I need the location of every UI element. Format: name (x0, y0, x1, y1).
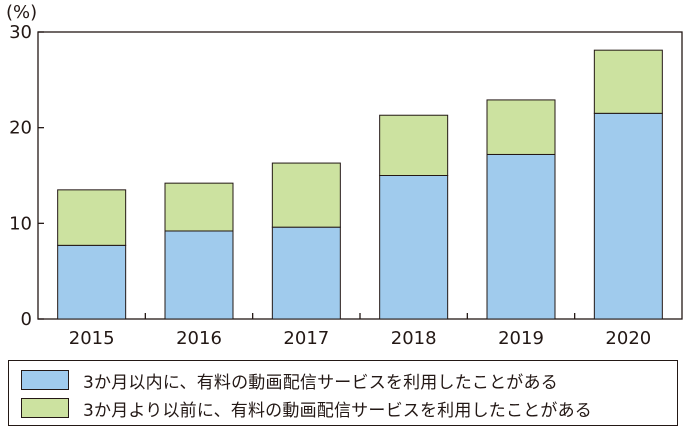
bar-segment-series-2 (593, 49, 663, 114)
x-tick-label: 2018 (391, 328, 437, 349)
bar-segment-series-1 (271, 226, 341, 320)
plot-frame (37, 31, 683, 320)
bar-segment-series-2 (486, 99, 556, 155)
bar-segment-series-1 (379, 175, 449, 320)
legend: 3か月以内に、有料の動画配信サービスを利用したことがある 3か月より以前に、有料… (8, 360, 678, 426)
x-tick-label: 2019 (498, 328, 544, 349)
y-tick-label: 10 (9, 213, 32, 234)
x-tick-label: 2016 (176, 328, 222, 349)
bar-segment-series-2 (271, 162, 341, 228)
chart: (%) 0 10 20 30 2015 2016 2017 2018 2019 2020 (6, 2, 683, 349)
bar-segment-series-2 (57, 189, 127, 246)
x-tick-label: 2015 (69, 328, 115, 349)
y-tick-label: 30 (9, 22, 32, 43)
y-tick-label: 0 (21, 309, 32, 330)
bar-segment-series-1 (164, 230, 234, 320)
y-unit-label: (%) (6, 2, 37, 23)
x-tick-label: 2017 (283, 328, 329, 349)
bar-segment-series-2 (379, 114, 449, 177)
x-tick-label: 2020 (605, 328, 651, 349)
y-tick-label: 20 (9, 118, 32, 139)
legend-item-before-3-months: 3か月より以前に、有料の動画配信サービスを利用したことがある (21, 397, 592, 421)
bar-segment-series-1 (593, 112, 663, 320)
plot-area: 0 10 20 30 2015 2016 2017 2018 2019 2020 (9, 22, 683, 349)
legend-item-within-3-months: 3か月以内に、有料の動画配信サービスを利用したことがある (21, 369, 558, 393)
legend-label-within-3-months: 3か月以内に、有料の動画配信サービスを利用したことがある (83, 372, 558, 393)
legend-label-before-3-months: 3か月より以前に、有料の動画配信サービスを利用したことがある (83, 400, 592, 421)
legend-swatch-before-3-months (21, 398, 69, 418)
bar-segment-series-1 (486, 153, 556, 320)
bar-segment-series-2 (164, 182, 234, 232)
bar-segment-series-1 (57, 244, 127, 320)
legend-swatch-within-3-months (21, 370, 69, 390)
